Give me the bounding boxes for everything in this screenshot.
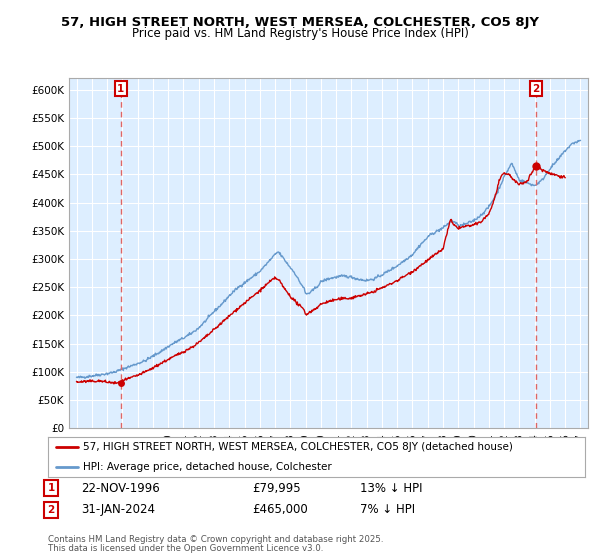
Text: Contains HM Land Registry data © Crown copyright and database right 2025.: Contains HM Land Registry data © Crown c… [48, 535, 383, 544]
Text: 13% ↓ HPI: 13% ↓ HPI [360, 482, 422, 495]
Text: 2: 2 [532, 83, 539, 94]
Text: 2: 2 [47, 505, 55, 515]
Text: 31-JAN-2024: 31-JAN-2024 [81, 503, 155, 516]
Text: 7% ↓ HPI: 7% ↓ HPI [360, 503, 415, 516]
Text: HPI: Average price, detached house, Colchester: HPI: Average price, detached house, Colc… [83, 462, 332, 472]
Text: £79,995: £79,995 [252, 482, 301, 495]
Text: £465,000: £465,000 [252, 503, 308, 516]
Text: 1: 1 [47, 483, 55, 493]
Text: This data is licensed under the Open Government Licence v3.0.: This data is licensed under the Open Gov… [48, 544, 323, 553]
Text: Price paid vs. HM Land Registry's House Price Index (HPI): Price paid vs. HM Land Registry's House … [131, 27, 469, 40]
Text: 22-NOV-1996: 22-NOV-1996 [81, 482, 160, 495]
Text: 1: 1 [117, 83, 125, 94]
Text: 57, HIGH STREET NORTH, WEST MERSEA, COLCHESTER, CO5 8JY: 57, HIGH STREET NORTH, WEST MERSEA, COLC… [61, 16, 539, 29]
Text: 57, HIGH STREET NORTH, WEST MERSEA, COLCHESTER, CO5 8JY (detached house): 57, HIGH STREET NORTH, WEST MERSEA, COLC… [83, 442, 513, 452]
